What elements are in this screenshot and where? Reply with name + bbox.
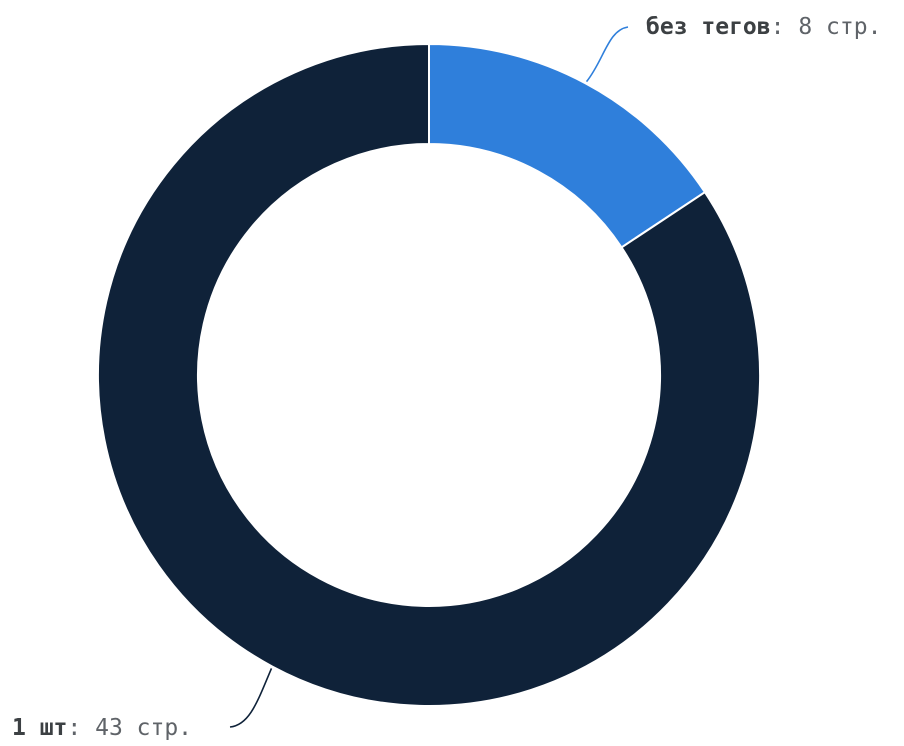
slice-label-1: 1 шт: 43 стр. bbox=[12, 715, 192, 741]
slice-label-name: 1 шт bbox=[12, 715, 67, 741]
slice-labels: без тегов: 8 стр. 1 шт: 43 стр. bbox=[12, 14, 881, 741]
slice-label-0: без тегов: 8 стр. bbox=[646, 14, 881, 40]
leader-line-0 bbox=[585, 26, 629, 83]
slice-label-name: без тегов bbox=[646, 14, 771, 40]
slice-1[interactable] bbox=[97, 42, 761, 707]
slice-0[interactable] bbox=[428, 42, 707, 249]
leader-line-1 bbox=[229, 668, 273, 728]
slice-label-separator: : bbox=[771, 14, 799, 40]
slice-label-value: 8 стр. bbox=[798, 14, 881, 40]
slice-label-separator: : bbox=[67, 715, 95, 741]
donut-slices bbox=[97, 42, 761, 707]
slice-label-value: 43 стр. bbox=[95, 715, 192, 741]
